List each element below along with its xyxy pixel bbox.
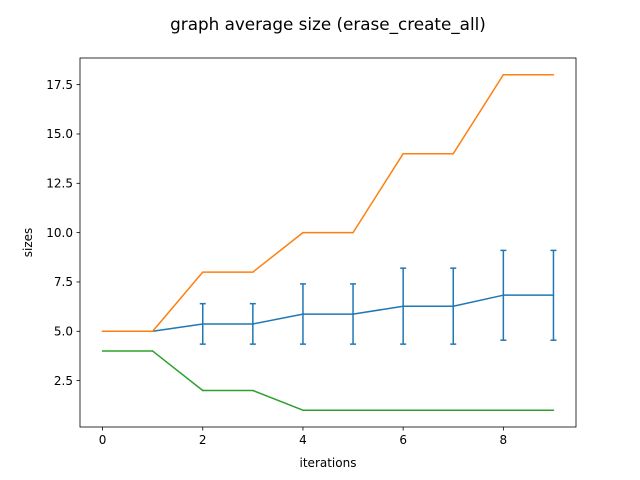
y-tick-label: 12.5 (46, 177, 73, 191)
series-0 (101, 249, 557, 345)
x-tick-label: 6 (399, 433, 407, 447)
series-line (102, 74, 554, 333)
data-point (452, 409, 455, 411)
x-tick-label: 4 (299, 433, 307, 447)
data-point (552, 74, 555, 76)
data-point (452, 305, 455, 307)
series-1 (101, 74, 555, 333)
series-2 (101, 350, 555, 411)
data-point (151, 350, 154, 352)
data-point (252, 389, 254, 392)
data-point (302, 409, 304, 411)
data-point (502, 409, 505, 411)
y-tick-label: 2.5 (54, 374, 73, 388)
data-point (402, 409, 404, 411)
x-axis-label: iterations (300, 456, 357, 470)
series-line (102, 294, 554, 333)
y-tick-label: 15.0 (46, 127, 73, 141)
x-tick-label: 0 (99, 433, 107, 447)
data-point (352, 313, 354, 315)
data-point (302, 313, 304, 315)
axes-frame (79, 57, 577, 428)
data-point (352, 231, 354, 234)
data-point (502, 294, 505, 296)
data-point (352, 409, 354, 411)
data-point (252, 271, 254, 273)
y-tick-label: 5.0 (54, 324, 73, 338)
x-tick-label: 2 (199, 433, 207, 447)
data-point (101, 350, 104, 352)
chart-title: graph average size (erase_create_all) (170, 14, 486, 35)
data-point (252, 323, 254, 325)
data-point (502, 74, 505, 76)
plot-area (101, 74, 557, 411)
data-point (552, 294, 555, 296)
data-point (201, 323, 204, 325)
y-tick-label: 17.5 (46, 78, 73, 92)
data-point (402, 152, 404, 155)
data-point (452, 152, 455, 155)
series-line (102, 350, 554, 411)
data-point (101, 330, 104, 333)
y-axis-label: sizes (21, 228, 35, 258)
data-point (201, 389, 204, 392)
data-point (302, 231, 304, 234)
data-point (151, 330, 154, 333)
data-point (402, 305, 404, 307)
y-tick-label: 10.0 (46, 226, 73, 240)
y-tick-label: 7.5 (54, 275, 73, 289)
data-point (201, 271, 204, 273)
x-tick-label: 8 (500, 433, 508, 447)
y-axis: 2.5 5.0 7.5 10.0 12.5 15.0 17.5 (46, 78, 80, 388)
data-point (552, 409, 555, 411)
x-axis: 0 2 4 6 8 (99, 427, 507, 447)
